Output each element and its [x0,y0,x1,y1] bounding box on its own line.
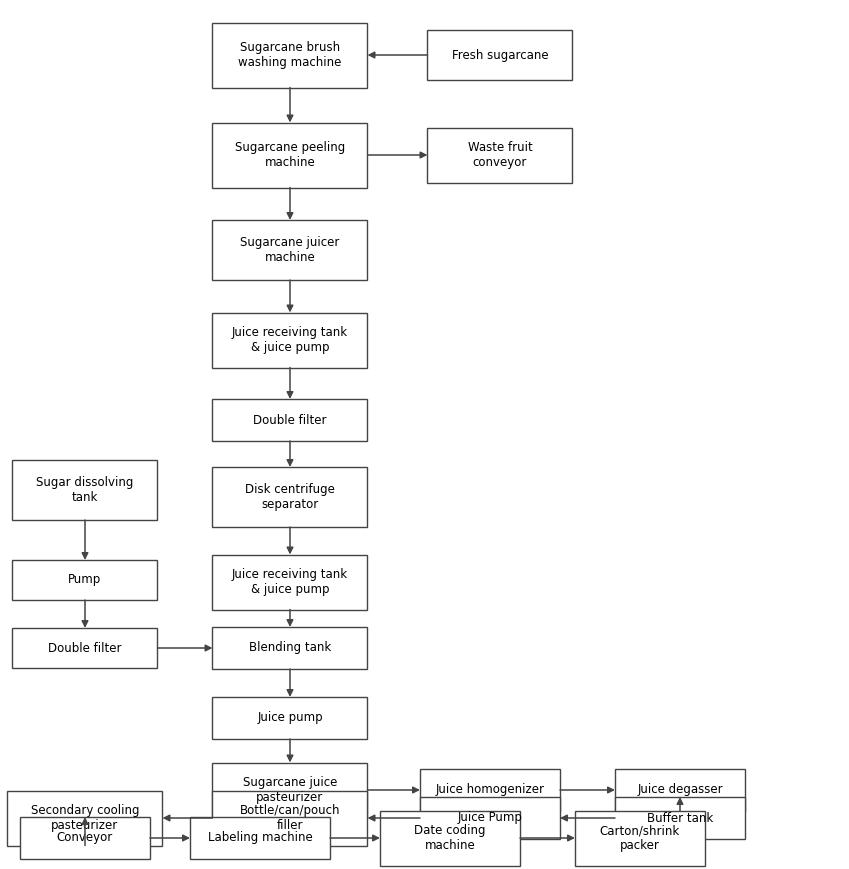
Bar [212,313,368,368]
Text: Juice homogenizer: Juice homogenizer [436,784,544,797]
Text: Sugarcane juicer
machine: Sugarcane juicer machine [240,236,340,264]
Text: Double filter: Double filter [48,641,121,654]
Text: Sugarcane brush
washing machine: Sugarcane brush washing machine [239,41,341,69]
Bar [212,791,368,846]
Bar [13,460,158,520]
Bar [8,791,162,846]
Text: Conveyor: Conveyor [57,832,113,845]
Bar [212,399,368,441]
Bar [190,817,330,859]
Bar [575,811,705,866]
Bar [212,23,368,88]
Text: Labeling machine: Labeling machine [208,832,312,845]
Text: Double filter: Double filter [253,414,327,427]
Text: Juice Pump: Juice Pump [458,812,522,825]
Bar [420,769,560,811]
Text: Buffer tank: Buffer tank [647,812,713,825]
Text: Secondary cooling
pasteurizer: Secondary cooling pasteurizer [31,804,139,832]
Bar [212,123,368,188]
Bar [212,762,368,818]
Bar [420,797,560,839]
Text: Fresh sugarcane: Fresh sugarcane [452,49,548,62]
Text: Sugarcane juice
pasteurizer: Sugarcane juice pasteurizer [243,776,337,804]
Bar [212,554,368,609]
Text: Pump: Pump [69,574,102,587]
Text: Juice receiving tank
& juice pump: Juice receiving tank & juice pump [232,568,348,596]
Bar [13,560,158,600]
Bar [13,628,158,668]
Text: Disk centrifuge
separator: Disk centrifuge separator [245,483,335,511]
Bar [428,30,572,80]
Bar [212,220,368,280]
Text: Juice receiving tank
& juice pump: Juice receiving tank & juice pump [232,326,348,354]
Text: Juice pump: Juice pump [257,712,323,725]
Text: Carton/shrink
packer: Carton/shrink packer [600,824,680,852]
Bar [615,797,745,839]
Text: Waste fruit
conveyor: Waste fruit conveyor [468,141,532,169]
Bar [615,769,745,811]
Bar [428,128,572,182]
Text: Bottle/can/pouch
filler: Bottle/can/pouch filler [239,804,340,832]
Bar [212,627,368,669]
Text: Juice degasser: Juice degasser [638,784,722,797]
Bar [20,817,150,859]
Bar [380,811,520,866]
Text: Blending tank: Blending tank [249,641,331,654]
Text: Sugar dissolving
tank: Sugar dissolving tank [37,476,133,504]
Text: Date coding
machine: Date coding machine [414,824,486,852]
Text: Sugarcane peeling
machine: Sugarcane peeling machine [235,141,346,169]
Bar [212,697,368,739]
Bar [212,467,368,527]
